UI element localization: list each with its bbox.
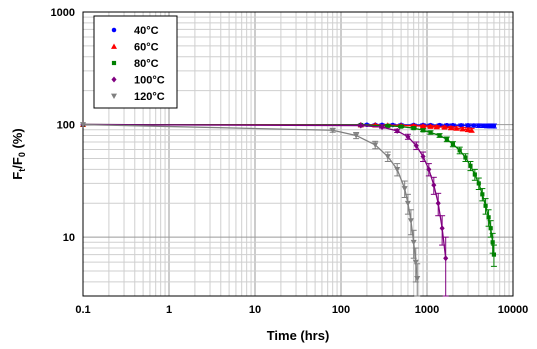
- y-axis-title-tail: (%): [10, 128, 25, 152]
- data-point: [401, 186, 408, 192]
- data-point: [447, 124, 454, 131]
- data-point: [372, 142, 379, 148]
- series-line: [82, 123, 495, 255]
- data-point: [444, 137, 449, 142]
- legend-label: 100°C: [134, 75, 165, 87]
- data-point: [427, 123, 434, 129]
- data-point: [450, 142, 455, 147]
- data-point: [484, 123, 490, 129]
- y-axis-title: Ft/F0 (%): [10, 128, 27, 179]
- data-point: [420, 123, 427, 129]
- data-point: [468, 163, 473, 168]
- legend-marker: [111, 93, 117, 99]
- y-axis-title-sub1: t: [17, 169, 27, 172]
- data-point: [433, 123, 440, 130]
- data-point: [405, 133, 411, 140]
- legend-marker: [111, 60, 117, 66]
- y-axis-title-sub2: 0: [17, 152, 27, 157]
- data-point: [407, 218, 414, 224]
- data-point: [453, 125, 460, 131]
- data-point: [379, 124, 385, 131]
- data-point: [457, 148, 462, 153]
- legend-box: [93, 15, 178, 109]
- y-axis-title-mid: /F: [10, 157, 25, 169]
- data-point: [465, 126, 472, 133]
- data-point: [488, 123, 493, 129]
- series-3: [80, 122, 497, 267]
- data-point: [491, 252, 497, 257]
- data-point: [80, 122, 86, 128]
- data-point: [329, 127, 336, 134]
- data-point: [465, 123, 471, 128]
- data-point: [435, 200, 441, 207]
- data-point: [431, 182, 437, 189]
- data-point: [472, 172, 477, 177]
- data-point: [353, 133, 360, 139]
- data-point: [420, 128, 426, 133]
- data-point: [399, 124, 404, 129]
- legend-label: 60°C: [134, 42, 159, 54]
- data-point: [358, 122, 364, 129]
- data-point: [483, 203, 488, 208]
- legend-marker: [111, 43, 117, 49]
- data-point: [480, 123, 486, 129]
- data-point: [476, 123, 482, 128]
- y-tick-label: 1000: [51, 7, 75, 19]
- data-point: [411, 126, 416, 131]
- plot-area: [82, 11, 514, 297]
- x-tick-label: 10: [249, 304, 261, 316]
- data-point: [488, 226, 493, 231]
- data-point: [471, 123, 477, 128]
- data-point: [420, 153, 426, 160]
- legend-marker: [111, 76, 117, 83]
- data-point: [404, 200, 411, 207]
- x-tick-label: 1: [166, 304, 172, 316]
- data-point: [426, 166, 432, 173]
- legend: 40°C 60°C 80°C 100°C 120°C: [93, 15, 178, 109]
- data-point: [384, 154, 391, 160]
- x-tick-label: 0.1: [75, 304, 90, 316]
- data-point: [490, 240, 495, 245]
- data-point: [414, 276, 421, 282]
- series-line: [82, 123, 447, 259]
- x-tick-label: 10000: [498, 304, 529, 316]
- data-point: [410, 239, 417, 246]
- data-point: [439, 225, 445, 232]
- series-4: [80, 121, 449, 297]
- y-tick-label: 100: [57, 120, 75, 132]
- data-point: [394, 166, 401, 173]
- y-axis-title-main: F: [10, 172, 25, 180]
- data-point: [441, 124, 448, 130]
- legend-label: 120°C: [134, 91, 165, 103]
- data-point: [437, 122, 442, 128]
- data-point: [486, 215, 491, 220]
- legend-label: 40°C: [134, 25, 159, 37]
- legend-marker: [111, 27, 117, 33]
- data-point: [437, 133, 442, 138]
- data-point: [443, 255, 449, 262]
- data-point: [463, 155, 468, 160]
- legend-items: 40°C 60°C 80°C 100°C 120°C: [111, 25, 165, 103]
- data-point: [491, 123, 497, 129]
- data-point: [413, 142, 419, 149]
- data-point: [428, 130, 433, 135]
- legend-label: 80°C: [134, 58, 159, 70]
- x-tick-label: 1000: [415, 304, 439, 316]
- series-5: [80, 122, 421, 297]
- data-point: [480, 192, 485, 197]
- data-point: [412, 259, 419, 266]
- data-point: [385, 123, 390, 128]
- tick-labels: 0.1 1 10 100 1000 10000 10 100 1000: [51, 7, 529, 316]
- data-point: [394, 127, 400, 134]
- series-layer: [80, 121, 497, 297]
- data-point: [468, 127, 475, 133]
- data-point: [459, 126, 466, 132]
- x-tick-label: 100: [332, 304, 350, 316]
- y-tick-label: 10: [63, 232, 75, 244]
- data-point: [458, 123, 464, 128]
- data-point: [476, 181, 481, 186]
- x-axis-title: Time (hrs): [267, 328, 330, 343]
